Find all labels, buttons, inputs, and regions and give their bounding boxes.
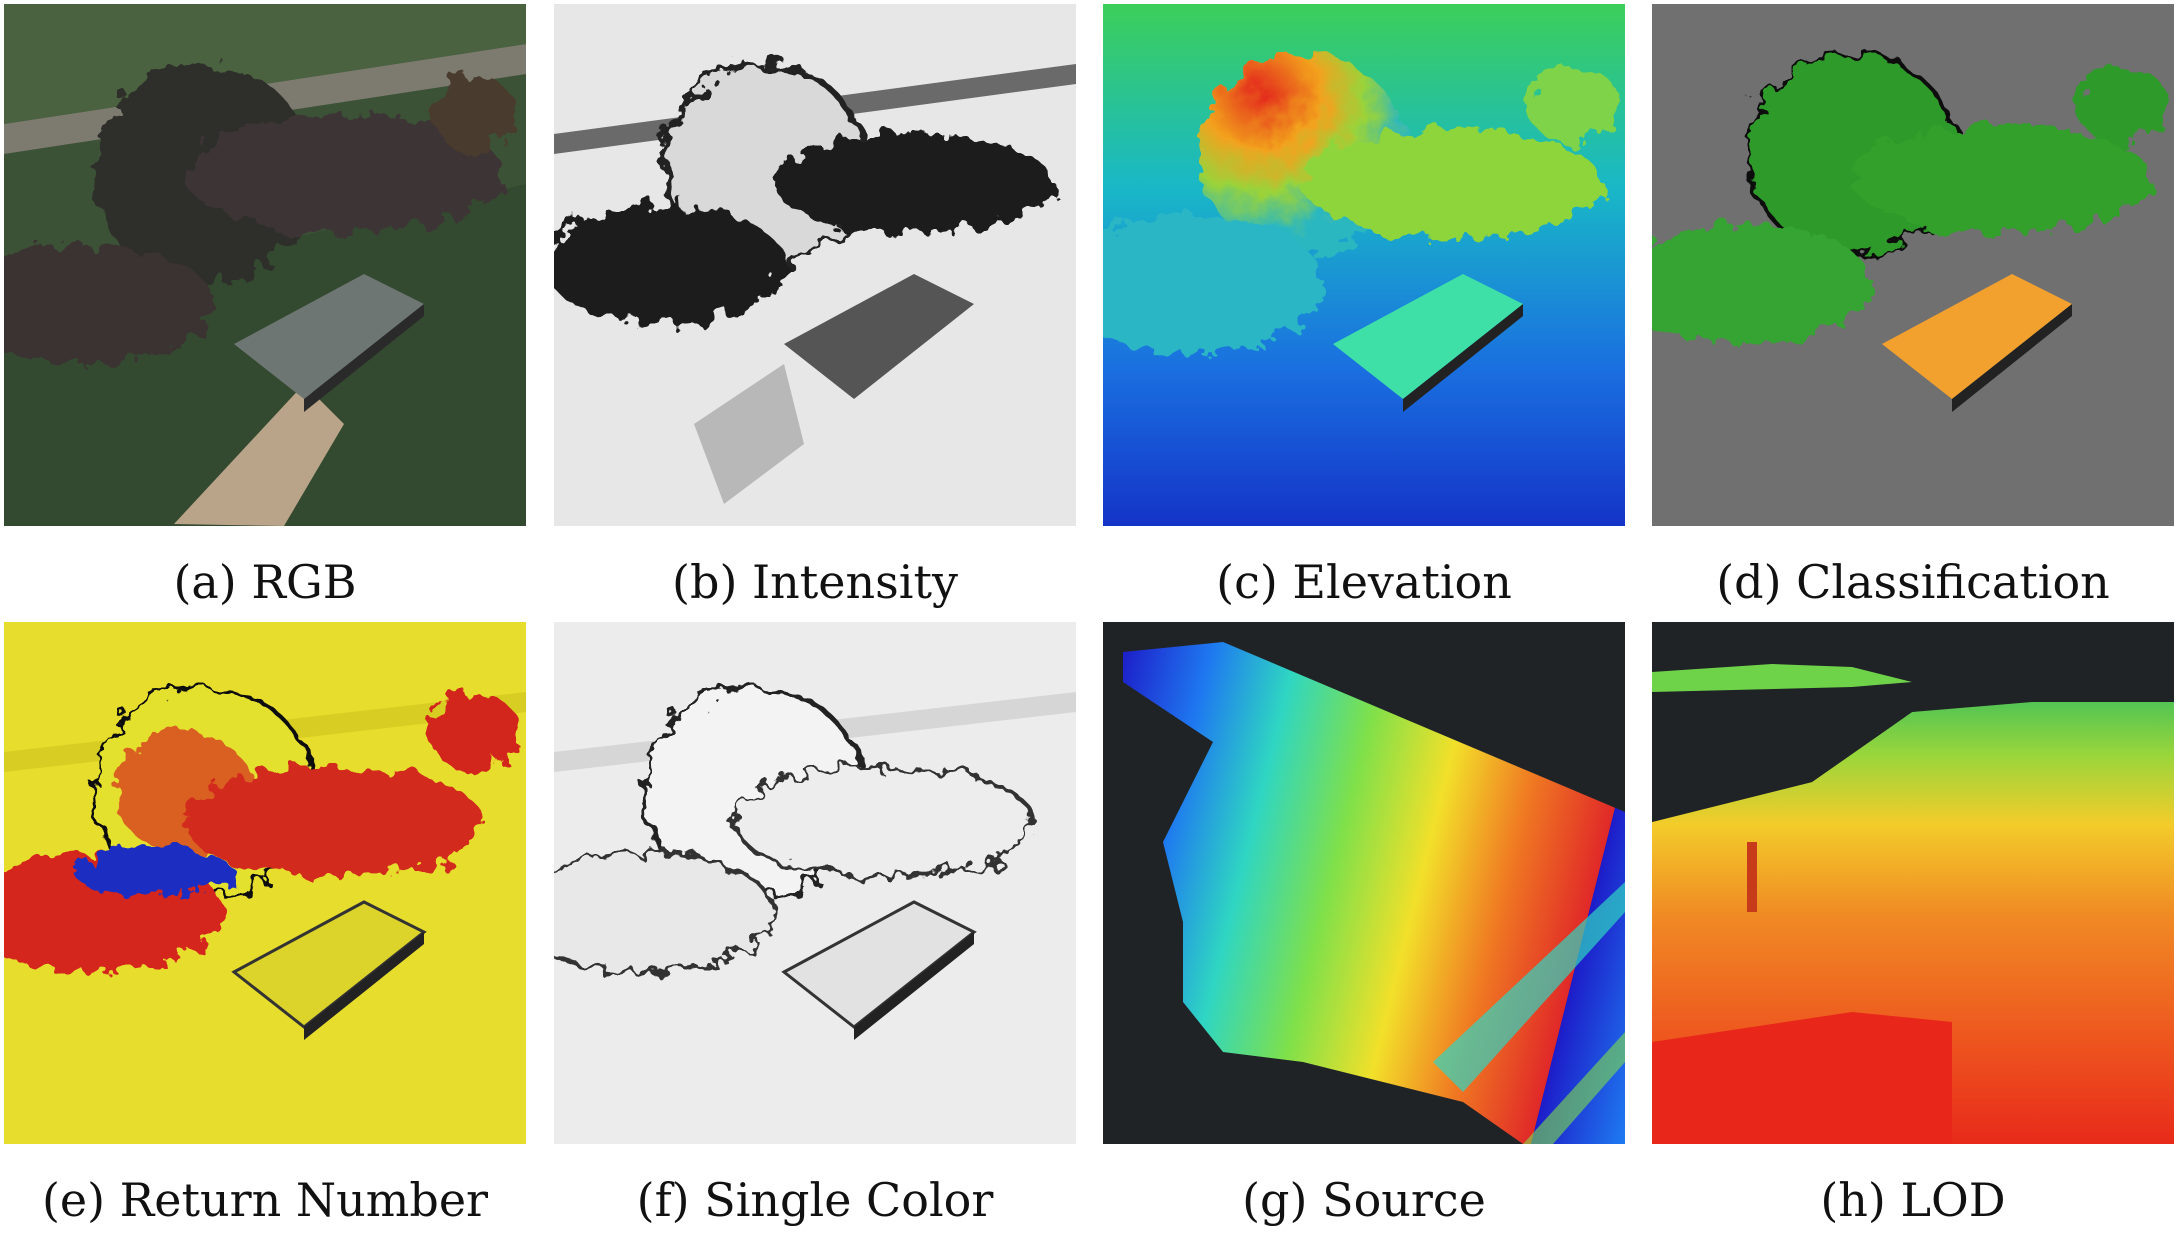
single-color-image xyxy=(554,622,1076,1144)
caption-f: (f) Single Color xyxy=(636,1173,994,1227)
panel-classification xyxy=(1652,4,2174,526)
classification-image xyxy=(1652,4,2174,526)
rgb-image xyxy=(4,4,526,526)
source-image xyxy=(1103,622,1625,1144)
return-number-image xyxy=(4,622,526,1144)
caption-g: (g) Source xyxy=(1242,1173,1486,1227)
panel-source xyxy=(1103,622,1625,1144)
caption-a: (a) RGB xyxy=(173,555,357,609)
elevation-image xyxy=(1103,4,1625,526)
caption-c: (c) Elevation xyxy=(1216,555,1512,609)
caption-d: (d) Classification xyxy=(1716,555,2110,609)
caption-b: (b) Intensity xyxy=(672,555,958,609)
panel-intensity xyxy=(554,4,1076,526)
lod-image xyxy=(1652,622,2174,1144)
caption-h: (h) LOD xyxy=(1820,1173,2006,1227)
intensity-image xyxy=(554,4,1076,526)
panel-rgb xyxy=(4,4,526,526)
panel-return-number xyxy=(4,622,526,1144)
panel-elevation xyxy=(1103,4,1625,526)
panel-single-color xyxy=(554,622,1076,1144)
panel-lod xyxy=(1652,622,2174,1144)
caption-e: (e) Return Number xyxy=(41,1173,489,1227)
